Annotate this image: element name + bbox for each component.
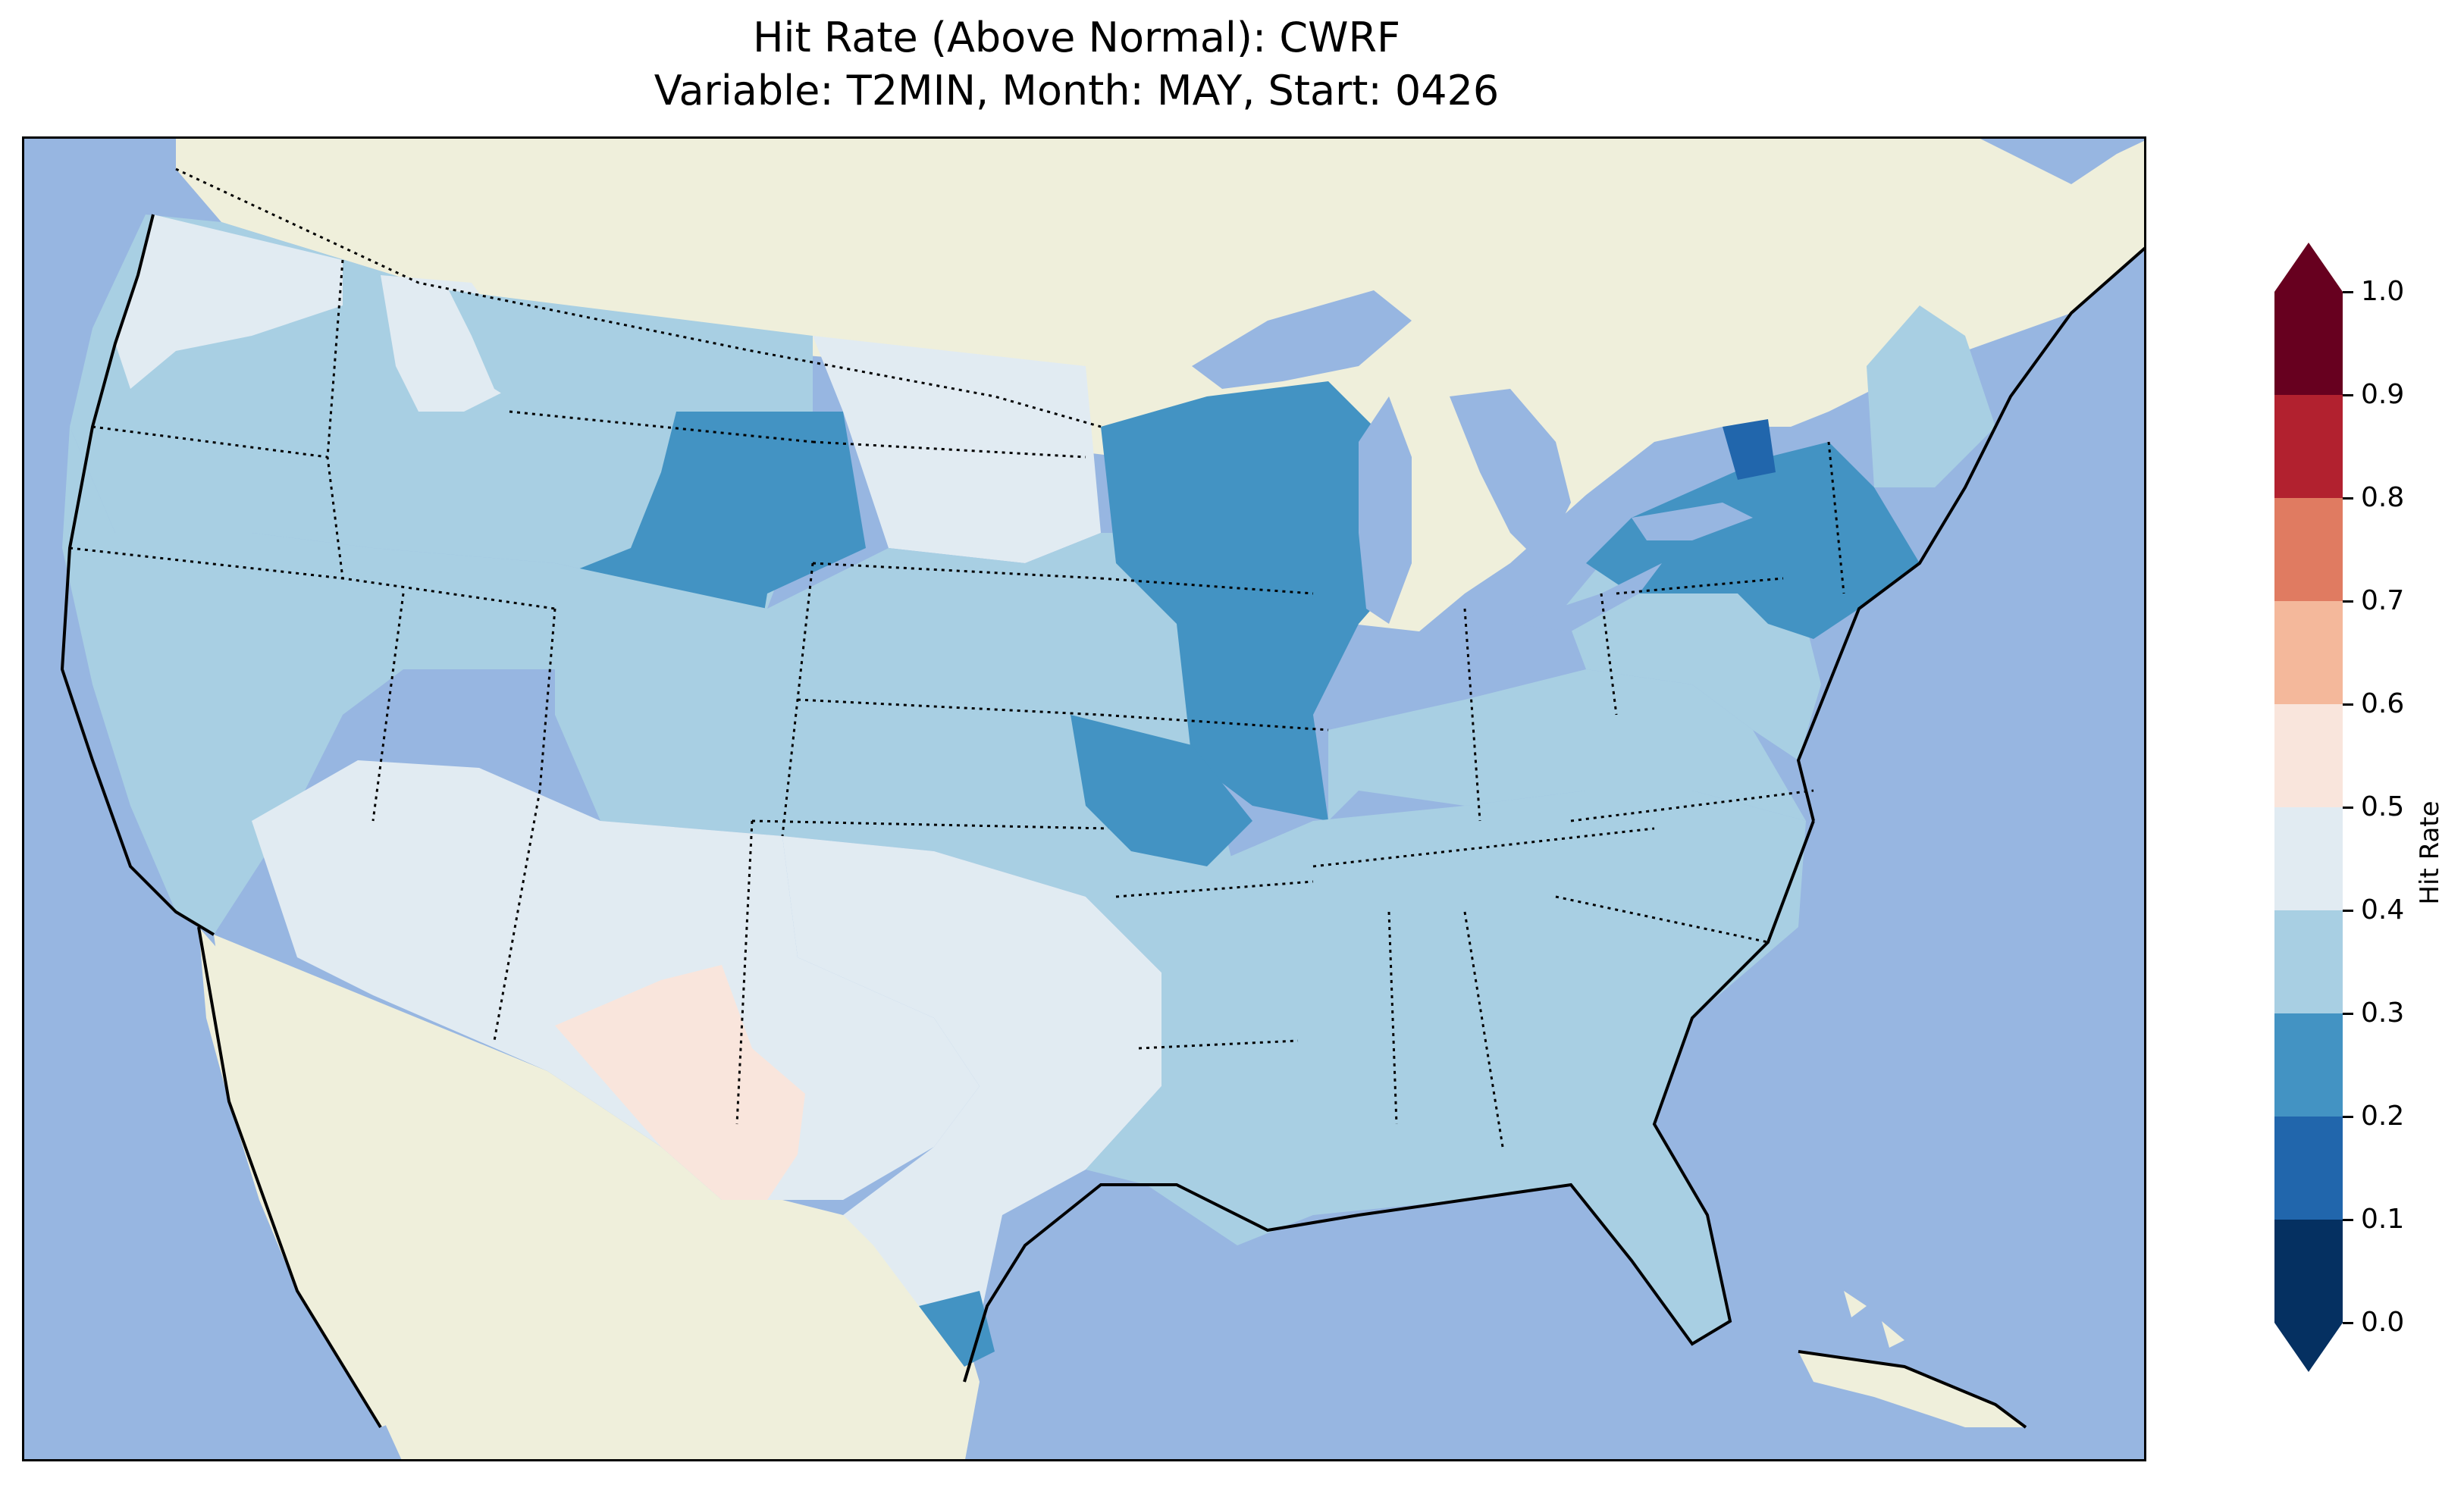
border-nv-ut bbox=[371, 593, 405, 822]
colorbar bbox=[2274, 243, 2343, 1372]
border-new-england bbox=[1827, 441, 1845, 594]
coast-cuba bbox=[1798, 1350, 2027, 1429]
border-ms-al bbox=[1387, 911, 1398, 1125]
colorbar-bin bbox=[2274, 395, 2343, 498]
lake-huron bbox=[1450, 389, 1571, 563]
colorbar-bin bbox=[2274, 1220, 2343, 1323]
border-mo-ar bbox=[1115, 880, 1314, 898]
colorbar-bin bbox=[2274, 704, 2343, 807]
state-borders bbox=[69, 168, 1845, 1148]
colorbar-bin bbox=[2274, 1013, 2343, 1117]
region-west-texas bbox=[555, 965, 805, 1200]
map-canvas bbox=[24, 139, 2144, 1459]
border-id bbox=[326, 259, 556, 610]
border-va-nc bbox=[1570, 789, 1814, 822]
colorbar-bin bbox=[2274, 292, 2343, 395]
colorbar-tick-label: 0.0 bbox=[2361, 1307, 2405, 1338]
mexico-land bbox=[214, 935, 980, 1459]
colorbar-tick-label: 0.8 bbox=[2361, 482, 2405, 513]
colorbar-tick-mark bbox=[2343, 394, 2353, 396]
border-nc-sc bbox=[1555, 895, 1769, 944]
border-oh-pa bbox=[1600, 593, 1618, 716]
colorbar-bin bbox=[2274, 498, 2343, 601]
border-nm-tx bbox=[735, 820, 754, 1125]
region-maine bbox=[1867, 305, 1995, 487]
colorbar-tick-label: 0.2 bbox=[2361, 1101, 2405, 1132]
region-missouri bbox=[1071, 715, 1252, 866]
lake-erie bbox=[1510, 563, 1662, 631]
colorbar-tick-mark bbox=[2343, 1219, 2353, 1221]
colorbar-extend-max bbox=[2274, 243, 2343, 292]
coast-gulf bbox=[963, 820, 1815, 1383]
colorbar-tick-mark bbox=[2343, 1322, 2353, 1324]
colorbar-tick-mark bbox=[2343, 703, 2353, 706]
border-sd-ne bbox=[812, 562, 1102, 580]
colorbar-tick-mark bbox=[2343, 497, 2353, 500]
cuba-land bbox=[1798, 1351, 2026, 1427]
border-ut-co bbox=[538, 608, 556, 791]
coast-pacific bbox=[60, 214, 215, 936]
colorbar-tick-label: 0.1 bbox=[2361, 1204, 2405, 1235]
border-oh-in bbox=[1463, 608, 1481, 822]
border-pa-ny bbox=[1616, 577, 1784, 595]
colorbar-tick-mark bbox=[2343, 291, 2353, 293]
lake-michigan bbox=[1359, 396, 1412, 624]
great-lakes bbox=[1192, 290, 1753, 631]
map-title: Hit Rate (Above Normal): CWRF bbox=[752, 14, 1401, 61]
maritimes-land bbox=[2011, 184, 2132, 290]
region-montana bbox=[449, 290, 813, 427]
colorbar-bin bbox=[2274, 1117, 2343, 1220]
region-southeast bbox=[1086, 791, 1806, 1344]
colorbar-tick-label: 0.5 bbox=[2361, 791, 2405, 822]
lake-ontario bbox=[1632, 503, 1753, 540]
colorbar-label: Hit Rate bbox=[2415, 800, 2445, 905]
colorbar-bin bbox=[2274, 807, 2343, 910]
colorbar-tick-mark bbox=[2343, 600, 2353, 603]
border-ne-ks bbox=[797, 698, 1102, 716]
region-central-plains bbox=[555, 533, 1237, 897]
colorbar-bin bbox=[2274, 601, 2343, 704]
region-upper-midwest bbox=[1101, 381, 1412, 821]
colorbar-tick-mark bbox=[2343, 1116, 2353, 1118]
map-frame bbox=[22, 136, 2146, 1461]
border-al-ga bbox=[1463, 911, 1504, 1148]
region-florida-peninsula bbox=[1632, 1124, 1730, 1344]
coast-baja bbox=[197, 926, 382, 1429]
colorbar-extend-min bbox=[2274, 1323, 2343, 1372]
border-ks-ok bbox=[751, 819, 1109, 830]
colorbar-tick-mark bbox=[2343, 910, 2353, 912]
region-pacific-northwest-coast bbox=[115, 215, 343, 389]
map-subtitle: Variable: T2MIN, Month: MAY, Start: 0426 bbox=[654, 67, 1500, 114]
border-mn-ia bbox=[1100, 577, 1314, 595]
region-western-new-york bbox=[1723, 419, 1776, 480]
colorbar-tick-label: 0.7 bbox=[2361, 585, 2405, 616]
bahamas-land bbox=[1844, 1291, 1904, 1348]
colorbar-tick-label: 0.9 bbox=[2361, 379, 2405, 410]
colorbar-tick-label: 0.6 bbox=[2361, 688, 2405, 719]
baja-land bbox=[199, 927, 419, 1427]
border-49th-parallel bbox=[175, 168, 1102, 428]
region-texas bbox=[782, 836, 1161, 1351]
border-co-ks bbox=[781, 562, 814, 837]
colorbar-tick-label: 0.3 bbox=[2361, 998, 2405, 1029]
lake-superior bbox=[1192, 290, 1412, 389]
colorbar-tick-label: 1.0 bbox=[2361, 276, 2405, 307]
coast-atlantic bbox=[1796, 246, 2144, 822]
colorbar-tick-label: 0.4 bbox=[2361, 894, 2405, 926]
colorbar-bin bbox=[2274, 910, 2343, 1013]
canada-land bbox=[176, 139, 2144, 631]
coastlines bbox=[60, 214, 2144, 1429]
region-california-great-basin bbox=[62, 427, 555, 935]
border-mt-wy bbox=[509, 410, 813, 443]
border-wa-or bbox=[92, 425, 328, 459]
colorbar-tick-mark bbox=[2343, 1013, 2353, 1015]
colorbar-tick-mark bbox=[2343, 807, 2353, 809]
border-ia-mo bbox=[1100, 713, 1329, 731]
us-hit-rate-regions bbox=[62, 215, 1995, 1367]
region-ohio-valley bbox=[1328, 669, 1806, 821]
border-or-ca bbox=[69, 547, 343, 580]
border-nd-sd bbox=[812, 440, 1086, 459]
